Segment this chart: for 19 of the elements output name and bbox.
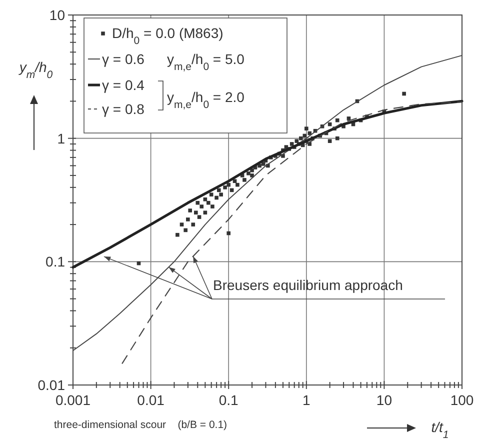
- x-tick-label: 0.1: [218, 392, 239, 408]
- legend-label: γ = 0.4: [102, 77, 145, 93]
- x-tick-label: 10: [376, 392, 392, 408]
- legend-label: D/h$_{0}$ = 0.0 (M863): [112, 25, 224, 47]
- legend-label: γ = 0.6: [102, 51, 145, 67]
- x-tick-label: 0.001: [55, 392, 91, 408]
- text: three-dimensional scour (b/B = 0.1): [54, 419, 228, 431]
- y-tick-label: 0.01: [38, 377, 66, 393]
- x-tick-label: 0.01: [137, 392, 165, 408]
- y-axis-title: y$_{m}$/h$_{0}$: [18, 59, 53, 81]
- x-tick-label: 100: [450, 392, 474, 408]
- x-axis-title: t/t$_{1}$: [431, 419, 449, 441]
- y-tick-label: 0.1: [46, 254, 66, 270]
- x-tick-label: 1: [302, 392, 310, 408]
- annotation: y$_{m,e}$/h$_{0}$ = 2.0: [167, 89, 245, 111]
- y-tick-label: 10: [49, 7, 66, 23]
- y-tick-label: 1: [57, 130, 66, 146]
- annotation: y$_{m,e}$/h$_{0}$ = 5.0: [167, 51, 245, 73]
- legend-label: γ = 0.8: [102, 101, 145, 117]
